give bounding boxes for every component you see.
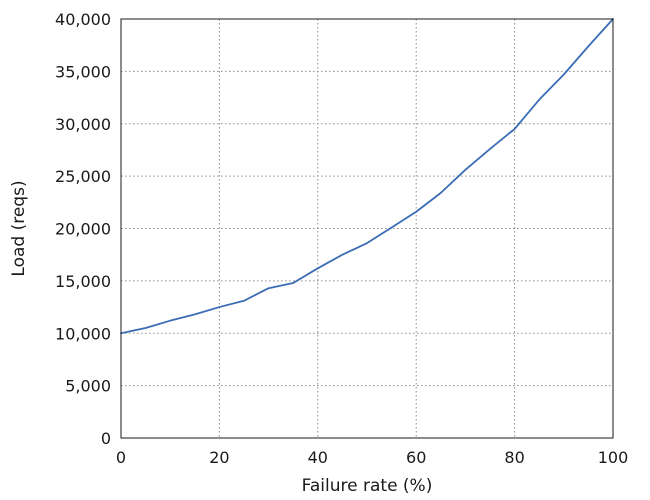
x-axis-ticks: 0 20 40 60 80 100 [116,448,628,467]
x-tick-label: 0 [116,448,126,467]
y-tick-label: 20,000 [55,220,111,239]
x-tick-label: 20 [209,448,229,467]
y-tick-label: 35,000 [55,62,111,81]
y-tick-label: 25,000 [55,167,111,186]
x-tick-label: 80 [504,448,524,467]
series-layer [120,18,614,335]
y-tick-label: 10,000 [55,324,111,343]
y-axis-ticks: 0 5,000 10,000 15,000 20,000 25,000 30,000 35,0… [55,10,111,448]
x-tick-label: 100 [598,448,629,467]
x-tick-label: 40 [308,448,328,467]
plot-frame [120,18,614,439]
grid-lines [121,19,613,438]
y-tick-label: 15,000 [55,272,111,291]
y-tick-label: 30,000 [55,115,111,134]
x-axis-label: Failure rate (%) [302,476,433,496]
y-tick-label: 0 [101,429,111,448]
y-axis-label: Load (reqs) [9,180,29,276]
series-line-0 [120,18,614,335]
y-tick-label: 40,000 [55,10,111,29]
x-tick-label: 60 [406,448,426,467]
y-tick-label: 5,000 [65,377,111,396]
